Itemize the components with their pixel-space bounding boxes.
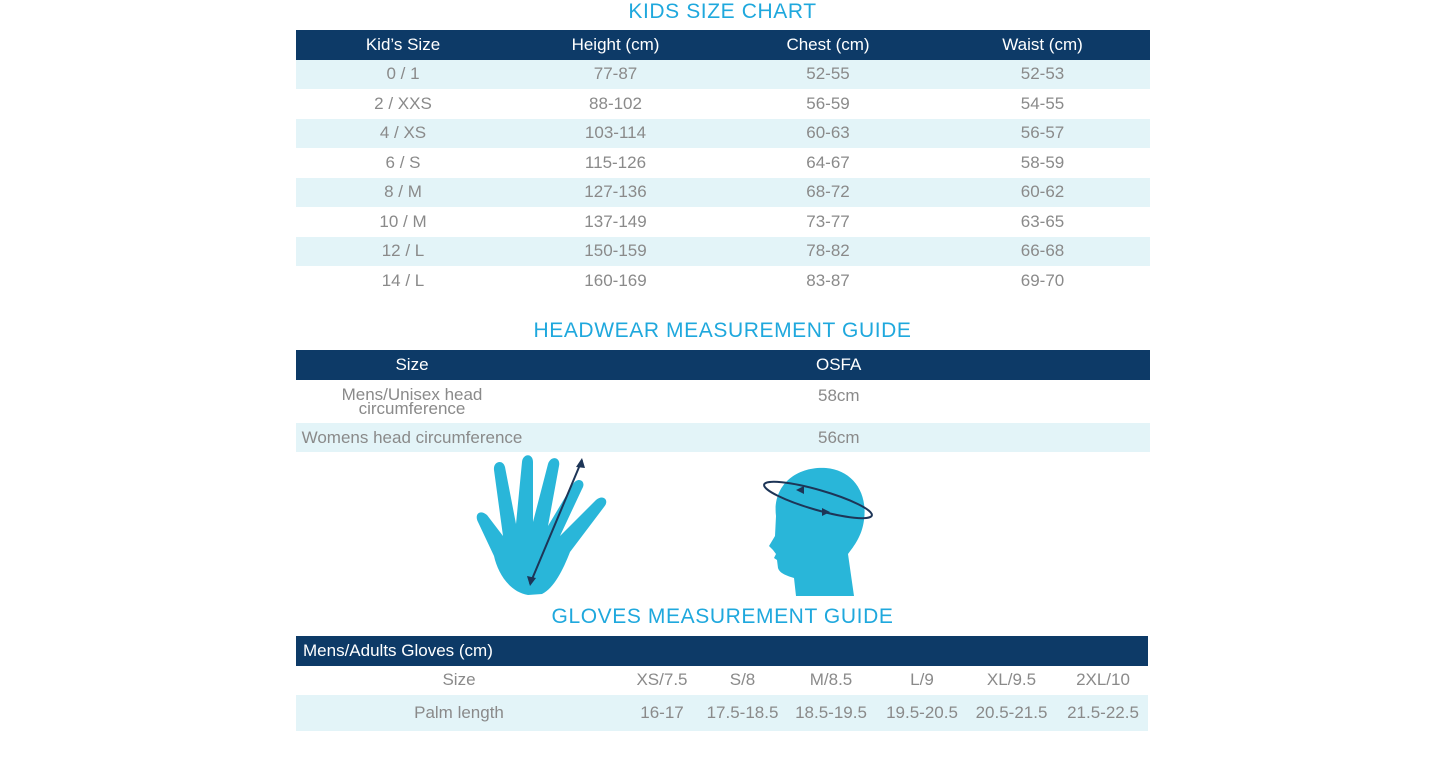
ring-arrowhead-right [822, 508, 830, 516]
kids-size-table: Kid’s Size Height (cm) Chest (cm) Waist … [296, 30, 1150, 296]
table-cell: 56cm [528, 423, 1150, 452]
table-cell: 63-65 [935, 207, 1150, 237]
table-cell: 2 / XXS [296, 89, 510, 119]
table-cell: 66-68 [935, 236, 1150, 266]
table-cell: 56-59 [721, 89, 935, 119]
column-header: Kid’s Size [296, 30, 510, 60]
table-cell: 73-77 [721, 207, 935, 237]
table-cell: Mens/Unisex head circumference [296, 380, 528, 423]
table-cell: 160-169 [510, 266, 721, 296]
gloves-table: Mens/Adults Gloves (cm) Size XS/7.5 S/8 … [296, 636, 1149, 731]
table-cell: 2XL/10 [1058, 665, 1149, 695]
table-header-row: Size OSFA [296, 350, 1150, 380]
table-cell: 78-82 [721, 236, 935, 266]
hand-shape [476, 455, 607, 595]
table-cell: L/9 [879, 665, 965, 695]
ring-arrowhead-left [796, 486, 804, 494]
table-header-row: Mens/Adults Gloves (cm) [296, 636, 1149, 666]
table-row: Mens/Unisex head circumference 58cm [296, 380, 1150, 423]
arrowhead-top [576, 458, 585, 468]
table-cell: 115-126 [510, 148, 721, 178]
table-row: Palm length 16-17 17.5-18.5 18.5-19.5 19… [296, 695, 1149, 731]
column-header: Size [296, 350, 528, 380]
table-row: Size XS/7.5 S/8 M/8.5 L/9 XL/9.5 2XL/10 [296, 665, 1149, 695]
table-cell: 10 / M [296, 207, 510, 237]
table-row: 10 / M 137-149 73-77 63-65 [296, 207, 1150, 237]
table-cell: 88-102 [510, 89, 721, 119]
row-label-line: circumference [358, 398, 466, 418]
headwear-table: Size OSFA Mens/Unisex head circumference… [296, 350, 1150, 452]
gloves-guide-title: GLOVES MEASUREMENT GUIDE [551, 605, 894, 628]
column-header: OSFA [528, 350, 1150, 380]
column-header: Chest (cm) [721, 30, 935, 60]
table-cell: 20.5-21.5 [965, 695, 1058, 731]
table-cell: 58-59 [935, 148, 1150, 178]
table-cell: 14 / L [296, 266, 510, 296]
headwear-guide-title: HEADWEAR MEASUREMENT GUIDE [533, 319, 912, 342]
table-cell: Womens head circumference [296, 423, 528, 452]
table-cell: 19.5-20.5 [879, 695, 965, 731]
table-row: 8 / M 127-136 68-72 60-62 [296, 177, 1150, 207]
table-cell: 137-149 [510, 207, 721, 237]
head-shape [769, 467, 865, 596]
table-cell: XL/9.5 [965, 665, 1058, 695]
table-row: 4 / XS 103-114 60-63 56-57 [296, 118, 1150, 148]
table-cell: 56-57 [935, 118, 1150, 148]
palm-length-arrow [529, 459, 583, 585]
table-cell: Palm length [296, 695, 622, 731]
arrowhead-bottom [527, 576, 536, 586]
table-cell: 18.5-19.5 [783, 695, 879, 731]
table-cell: 12 / L [296, 236, 510, 266]
gloves-header-label: Mens/Adults Gloves (cm) [296, 636, 1149, 666]
table-cell: S/8 [702, 665, 783, 695]
table-cell: 52-55 [721, 59, 935, 89]
table-cell: 6 / S [296, 148, 510, 178]
table-cell: 58cm [528, 380, 1150, 423]
circumference-ring [763, 480, 873, 520]
table-row: 6 / S 115-126 64-67 58-59 [296, 148, 1150, 178]
table-cell: 60-63 [721, 118, 935, 148]
table-cell: 77-87 [510, 59, 721, 89]
table-cell: 69-70 [935, 266, 1150, 296]
hand-measurement-icon [476, 455, 607, 595]
table-cell: 52-53 [935, 59, 1150, 89]
table-cell: 21.5-22.5 [1058, 695, 1149, 731]
table-cell: 4 / XS [296, 118, 510, 148]
table-row: 14 / L 160-169 83-87 69-70 [296, 266, 1150, 296]
table-cell: 16-17 [622, 695, 702, 731]
table-cell: 150-159 [510, 236, 721, 266]
table-row: Womens head circumference 56cm [296, 423, 1150, 452]
table-cell: 103-114 [510, 118, 721, 148]
table-cell: M/8.5 [783, 665, 879, 695]
table-cell: 17.5-18.5 [702, 695, 783, 731]
column-header: Waist (cm) [935, 30, 1150, 60]
column-header: Height (cm) [510, 30, 721, 60]
row-label-line: Mens/Unisex head [341, 384, 483, 404]
table-row: 2 / XXS 88-102 56-59 54-55 [296, 89, 1150, 119]
table-cell: Size [296, 665, 622, 695]
table-cell: 60-62 [935, 177, 1150, 207]
table-cell: XS/7.5 [622, 665, 702, 695]
head-measurement-icon [763, 467, 873, 596]
table-cell: 64-67 [721, 148, 935, 178]
table-row: 12 / L 150-159 78-82 66-68 [296, 236, 1150, 266]
table-row: 0 / 1 77-87 52-55 52-53 [296, 59, 1150, 89]
table-header-row: Kid’s Size Height (cm) Chest (cm) Waist … [296, 30, 1150, 60]
table-cell: 83-87 [721, 266, 935, 296]
table-cell: 8 / M [296, 177, 510, 207]
table-cell: 0 / 1 [296, 59, 510, 89]
table-cell: 127-136 [510, 177, 721, 207]
kids-size-chart-title: KIDS SIZE CHART [628, 0, 817, 23]
table-cell: 68-72 [721, 177, 935, 207]
table-cell: 54-55 [935, 89, 1150, 119]
